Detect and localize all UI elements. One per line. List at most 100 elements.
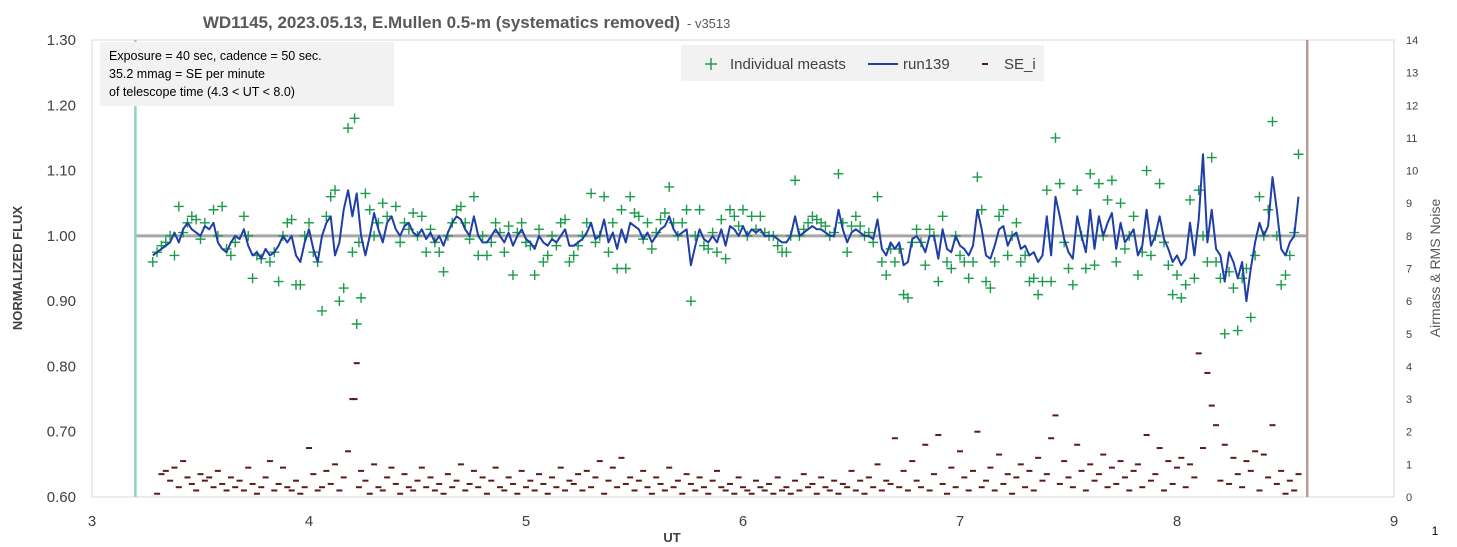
individual-point xyxy=(1011,217,1022,228)
individual-point xyxy=(317,305,328,316)
individual-point xyxy=(1172,270,1182,281)
y-tick-label: 1.00 xyxy=(47,228,76,245)
se-i-point xyxy=(1234,473,1241,476)
individual-point xyxy=(1080,263,1091,274)
individual-point xyxy=(568,250,579,261)
se-i-point xyxy=(531,489,538,492)
individual-point xyxy=(607,217,618,228)
individual-point xyxy=(1072,185,1083,196)
plot-area xyxy=(91,39,1395,498)
se-i-point xyxy=(457,463,464,466)
se-i-point xyxy=(835,492,842,495)
se-i-point xyxy=(1017,463,1024,466)
individual-point xyxy=(881,270,892,281)
se-i-point xyxy=(917,486,924,489)
se-i-point xyxy=(1108,466,1115,469)
se-i-point xyxy=(284,486,291,489)
individual-point xyxy=(1202,256,1213,267)
individual-point xyxy=(499,247,510,258)
se-i-point xyxy=(570,482,577,485)
se-i-point xyxy=(167,479,174,482)
se-i-point xyxy=(865,476,872,479)
se-i-point xyxy=(692,489,699,492)
individual-point xyxy=(1037,276,1048,287)
individual-point xyxy=(503,221,514,232)
se-i-point xyxy=(748,492,755,495)
se-i-point xyxy=(536,473,543,476)
se-i-point xyxy=(831,479,838,482)
se-i-point xyxy=(449,486,456,489)
se-i-point xyxy=(1269,424,1276,427)
se-i-point xyxy=(292,479,299,482)
individual-point xyxy=(1293,149,1304,160)
individual-point xyxy=(1102,194,1113,205)
individual-point xyxy=(659,208,670,219)
se-i-point xyxy=(1121,476,1128,479)
annotation-line-1: Exposure = 40 sec, cadence = 50 sec. xyxy=(109,49,322,63)
y2-tick-label: 2 xyxy=(1406,427,1412,439)
se-i-point xyxy=(514,492,521,495)
se-i-point xyxy=(332,463,339,466)
y2-tick-label: 5 xyxy=(1406,329,1412,341)
se-i-point xyxy=(371,463,378,466)
annotation-line-2: 35.2 mmag = SE per minute xyxy=(109,67,265,81)
individual-point xyxy=(356,292,367,303)
se-i-point xyxy=(1048,437,1055,440)
se-i-point xyxy=(549,476,556,479)
individual-point xyxy=(981,276,992,287)
se-i-point xyxy=(340,476,347,479)
y-tick-label: 0.80 xyxy=(47,358,76,375)
individual-point xyxy=(1167,289,1178,300)
se-i-point xyxy=(1243,460,1250,463)
se-i-point xyxy=(653,476,660,479)
se-i-point xyxy=(501,489,508,492)
corner-label: 1 xyxy=(1432,524,1439,538)
se-i-point xyxy=(353,362,360,365)
individual-point xyxy=(338,283,349,294)
individual-point xyxy=(1015,256,1026,267)
se-i-point xyxy=(184,476,191,479)
se-i-point xyxy=(783,486,790,489)
individual-point xyxy=(1145,250,1156,261)
y2-tick-label: 8 xyxy=(1406,231,1412,243)
se-i-point xyxy=(154,492,161,495)
y-tick-label: 0.60 xyxy=(47,489,76,506)
se-i-point xyxy=(596,460,603,463)
se-i-point xyxy=(201,479,208,482)
se-i-point xyxy=(1035,456,1042,459)
se-i-point xyxy=(839,482,846,485)
individual-point xyxy=(599,191,610,202)
individual-point xyxy=(924,224,935,235)
se-i-point xyxy=(1260,453,1267,456)
se-i-point xyxy=(1104,486,1111,489)
se-i-point xyxy=(1117,460,1124,463)
se-i-point xyxy=(687,482,694,485)
se-i-point xyxy=(1147,479,1154,482)
individual-point xyxy=(703,243,714,254)
se-i-point xyxy=(355,486,362,489)
individual-point xyxy=(208,204,219,215)
chart-title: WD1145, 2023.05.13, E.Mullen 0.5-m (syst… xyxy=(203,13,680,32)
se-i-point xyxy=(661,489,668,492)
individual-point xyxy=(542,250,553,261)
individual-point xyxy=(1141,165,1152,176)
x-tick-label: 5 xyxy=(522,513,530,530)
y2-tick-label: 6 xyxy=(1406,296,1412,308)
individual-point xyxy=(390,201,401,212)
individual-point xyxy=(989,256,1000,267)
individual-point xyxy=(1176,292,1187,303)
individual-point xyxy=(985,283,996,294)
se-i-point xyxy=(1273,482,1280,485)
se-i-point xyxy=(518,469,525,472)
se-i-point xyxy=(523,486,529,489)
se-i-point xyxy=(1022,486,1029,489)
individual-point xyxy=(846,221,857,232)
individual-point xyxy=(1280,270,1291,281)
se-i-point xyxy=(379,489,386,492)
se-i-point xyxy=(657,482,664,485)
se-i-point xyxy=(904,489,911,492)
individual-point xyxy=(351,318,362,329)
se-i-point xyxy=(601,492,608,495)
se-i-point xyxy=(436,482,443,485)
